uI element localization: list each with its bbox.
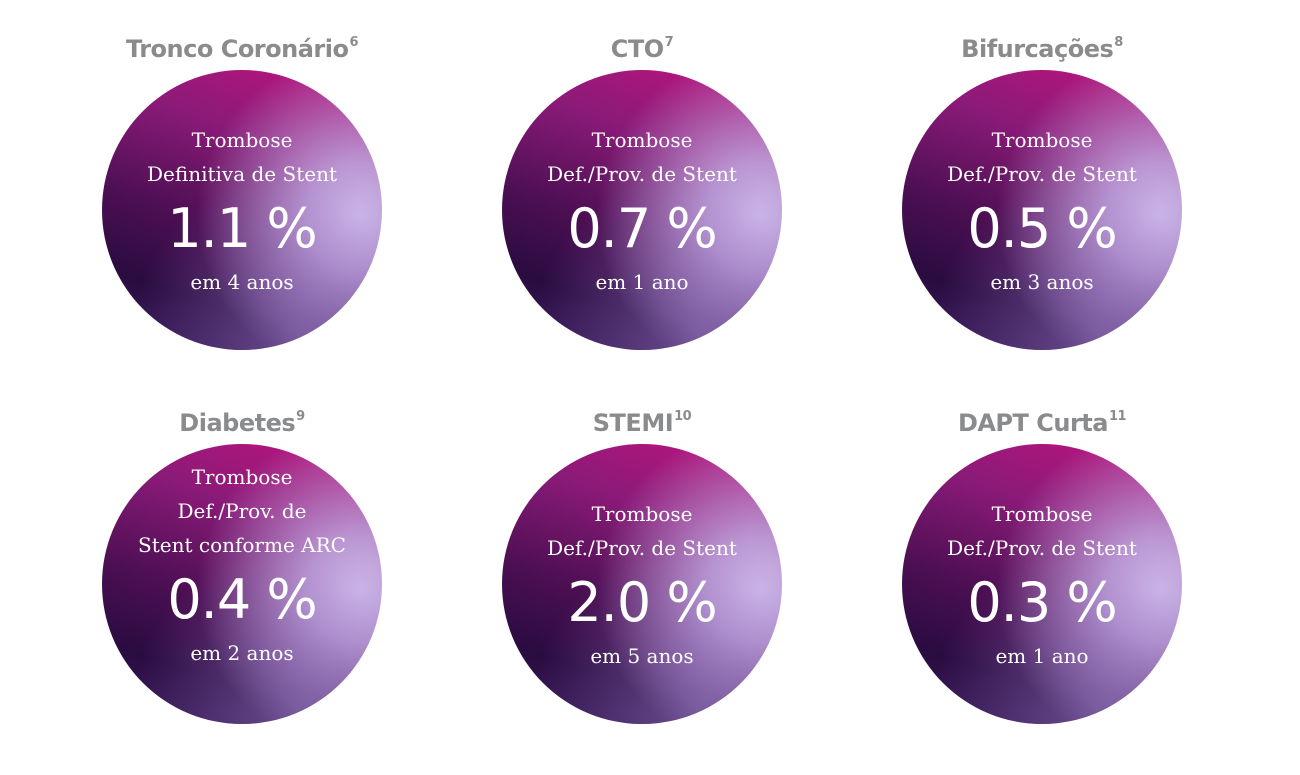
stat-value: 2.0 % (567, 571, 717, 634)
stat-description-line: Def./Prov. de (177, 499, 307, 523)
stat-value: 0.3 % (967, 571, 1117, 634)
stat-value: 0.4 % (167, 568, 317, 631)
stat-description-line: Def./Prov. de Stent (547, 162, 737, 186)
stat-description-line: Definitiva de Stent (147, 162, 337, 186)
stat-description-line: Def./Prov. de Stent (947, 536, 1137, 560)
reference-number: 7 (664, 35, 674, 50)
card-diabetes: Diabetes9 Trombose Def./Prov. de Stent c… (92, 406, 392, 724)
stat-description-line: Trombose (191, 128, 293, 152)
stat-period: em 1 ano (595, 270, 689, 294)
stat-circle: Trombose Def./Prov. de Stent 0.7 % em 1 … (502, 70, 782, 350)
reference-number: 8 (1114, 35, 1123, 50)
card-title: Diabetes9 (179, 409, 305, 437)
reference-number: 6 (349, 35, 359, 50)
card-tronco-coronario: Tronco Coronário6 Trombose Definitiva de… (92, 32, 392, 350)
stat-description-line: Trombose (991, 502, 1093, 526)
card-title: Bifurcações8 (961, 35, 1123, 63)
stat-period: em 4 anos (190, 270, 294, 294)
stat-circle: Trombose Def./Prov. de Stent conforme AR… (102, 444, 382, 724)
card-cto: CTO7 Trombose Def./Prov. de Stent 0.7 % … (492, 32, 792, 350)
stat-value: 1.1 % (167, 197, 317, 260)
stat-description-line: Trombose (591, 502, 693, 526)
card-stemi: STEMI10 Trombose Def./Prov. de Stent 2.0… (492, 406, 792, 724)
stat-description-line: Trombose (191, 465, 293, 489)
stat-value: 0.5 % (967, 197, 1117, 260)
stat-period: em 5 anos (590, 644, 694, 668)
card-title: STEMI10 (592, 409, 692, 437)
stat-period: em 2 anos (190, 641, 294, 665)
stat-circle: Trombose Def./Prov. de Stent 2.0 % em 5 … (502, 444, 782, 724)
stat-value: 0.7 % (567, 197, 717, 260)
card-title: Tronco Coronário6 (125, 35, 359, 63)
reference-number: 11 (1108, 409, 1127, 424)
stat-description-line: Stent conforme ARC (138, 533, 346, 557)
reference-number: 10 (674, 409, 692, 424)
stat-circle: Trombose Definitiva de Stent 1.1 % em 4 … (102, 70, 382, 350)
stat-description-line: Trombose (991, 128, 1093, 152)
card-title: DAPT Curta11 (957, 409, 1127, 437)
card-title: CTO7 (610, 35, 674, 63)
stat-description-line: Def./Prov. de Stent (947, 162, 1137, 186)
stat-description-line: Trombose (591, 128, 693, 152)
stat-circle: Trombose Def./Prov. de Stent 0.3 % em 1 … (902, 444, 1182, 724)
stat-period: em 3 anos (990, 270, 1094, 294)
card-dapt-curta: DAPT Curta11 Trombose Def./Prov. de Sten… (892, 406, 1192, 724)
card-bifurcacoes: Bifurcações8 Trombose Def./Prov. de Sten… (892, 32, 1192, 350)
stat-period: em 1 ano (995, 644, 1089, 668)
stat-description-line: Def./Prov. de Stent (547, 536, 737, 560)
stat-circle: Trombose Def./Prov. de Stent 0.5 % em 3 … (902, 70, 1182, 350)
reference-number: 9 (296, 409, 305, 424)
